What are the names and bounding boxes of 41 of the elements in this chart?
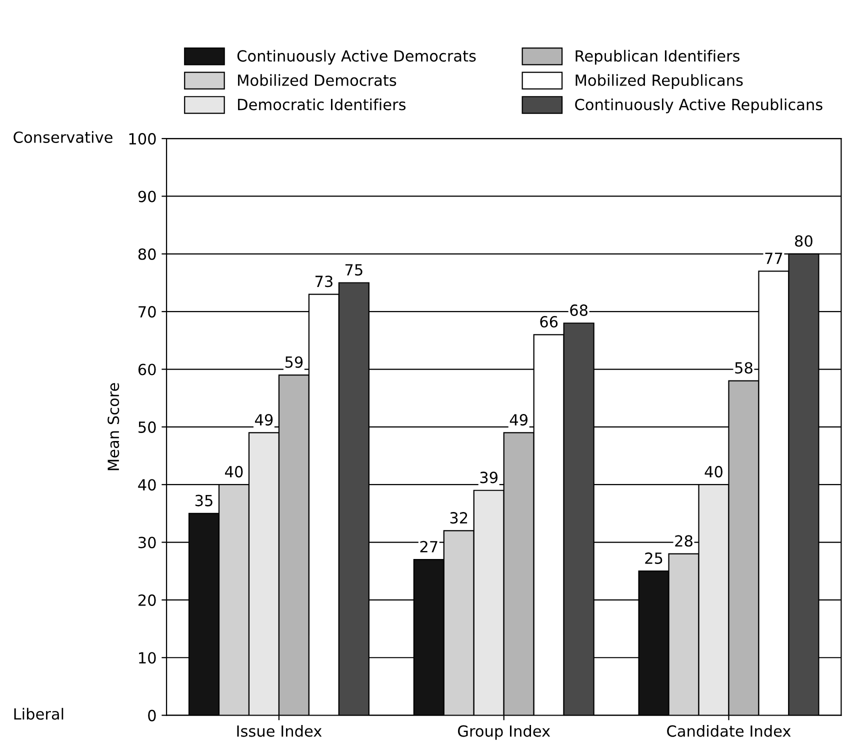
- y-tick-label: 40: [138, 479, 156, 491]
- data-label: 40: [704, 466, 722, 478]
- data-label: 39: [480, 472, 498, 484]
- data-label: 27: [420, 540, 438, 552]
- legend-label: Mobilized Democrats: [238, 74, 396, 86]
- legend-label: Continuously Active Republicans: [575, 98, 822, 114]
- data-label: 75: [345, 264, 362, 276]
- y-tick-label: 10: [139, 652, 156, 664]
- data-label: 80: [795, 235, 812, 247]
- y-tick-label: 60: [138, 364, 156, 376]
- y-tick-label: 30: [138, 536, 156, 548]
- data-label: 49: [255, 414, 273, 426]
- data-label: 73: [315, 276, 332, 288]
- legend-label: Mobilized Republicans: [576, 74, 743, 89]
- y-tick-label: 80: [138, 248, 156, 260]
- legend-label: Democratic Identifiers: [238, 98, 406, 110]
- y-axis-title: Mean Score: [108, 383, 120, 470]
- data-label: 59: [285, 356, 303, 368]
- data-label: 32: [450, 512, 468, 524]
- y-tick-label: 50: [138, 421, 156, 433]
- data-label: 49: [510, 414, 528, 426]
- data-label: 58: [735, 362, 752, 374]
- x-tick-label: Issue Index: [237, 725, 322, 737]
- data-label: 68: [570, 304, 588, 316]
- y-tick-label: 70: [138, 306, 156, 318]
- legend-label: Republican Identifiers: [576, 50, 740, 65]
- y-tick-label: 90: [138, 190, 156, 202]
- text: Conservative: [14, 131, 112, 143]
- text: Liberal: [14, 708, 64, 720]
- y-tick-label: 100: [129, 133, 156, 145]
- data-label: 35: [195, 494, 212, 506]
- y-tick-label: 0: [148, 710, 156, 722]
- legend-label: Continuously Active Democrats: [237, 50, 476, 65]
- x-tick-label: Group Index: [458, 725, 550, 740]
- x-tick-label: Candidate Index: [667, 725, 791, 737]
- data-label: 25: [645, 552, 662, 564]
- data-label: 77: [765, 252, 782, 264]
- y-tick-label: 20: [138, 594, 156, 606]
- data-label: 40: [225, 466, 243, 478]
- data-label: 66: [540, 316, 558, 328]
- data-label: 28: [675, 535, 692, 547]
